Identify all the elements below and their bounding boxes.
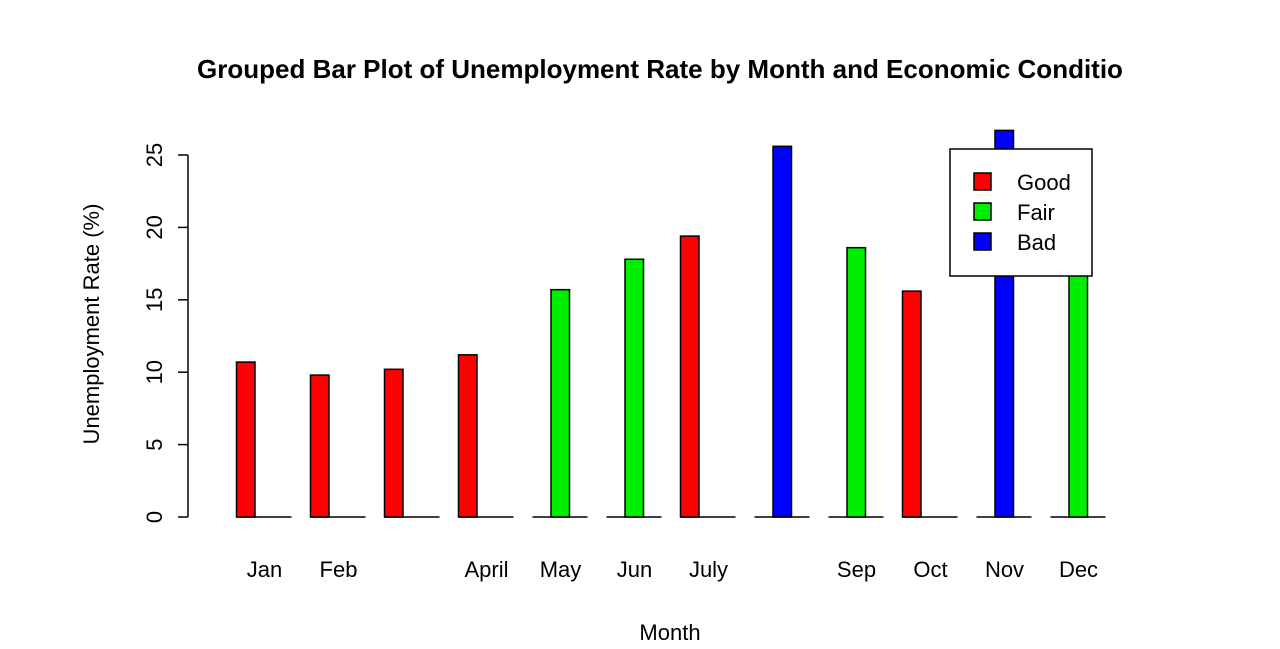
bar-good	[457, 354, 478, 518]
y-tick-label: 5	[142, 438, 167, 450]
bar-good	[383, 368, 404, 518]
chart-title: Grouped Bar Plot of Unemployment Rate by…	[197, 54, 1123, 84]
x-tick-label: Jan	[247, 557, 282, 582]
bars-group	[235, 129, 1106, 518]
bar-good	[235, 361, 256, 518]
x-tick-label: Oct	[913, 557, 947, 582]
bar-fair	[1068, 267, 1089, 518]
y-axis-label: Unemployment Rate (%)	[79, 204, 104, 445]
legend-label-bad: Bad	[1017, 230, 1056, 255]
x-axis-label: Month	[639, 620, 700, 645]
y-tick-label: 25	[142, 143, 167, 167]
bar-good	[679, 235, 700, 518]
x-tick-label: Dec	[1059, 557, 1098, 582]
bar-fair	[846, 246, 867, 518]
legend-label-good: Good	[1017, 170, 1071, 195]
x-tick-label: Feb	[320, 557, 358, 582]
x-tick-label: Sep	[837, 557, 876, 582]
bar-good	[901, 290, 922, 518]
x-tick-label: May	[540, 557, 582, 582]
legend: Good Fair Bad	[949, 148, 1093, 277]
bar-fair	[624, 258, 645, 518]
y-tick-label: 20	[142, 215, 167, 239]
bar-bad	[772, 145, 793, 518]
legend-label-fair: Fair	[1017, 200, 1055, 225]
legend-swatch-good	[973, 172, 992, 191]
bar-fair	[550, 288, 571, 518]
x-tick-label: July	[689, 557, 728, 582]
y-tick-label: 0	[142, 511, 167, 523]
y-tick-label: 15	[142, 288, 167, 312]
legend-swatch-bad	[973, 232, 992, 251]
y-axis: 0 5 10 15 20 25	[142, 143, 189, 523]
x-tick-labels: Jan Feb April May Jun July Sep Oct Nov Dec	[247, 557, 1098, 582]
bar-good	[309, 374, 330, 518]
legend-swatch-fair	[973, 202, 992, 221]
x-tick-label: Jun	[617, 557, 652, 582]
y-tick-label: 10	[142, 360, 167, 384]
x-tick-label: April	[464, 557, 508, 582]
x-tick-label: Nov	[985, 557, 1024, 582]
